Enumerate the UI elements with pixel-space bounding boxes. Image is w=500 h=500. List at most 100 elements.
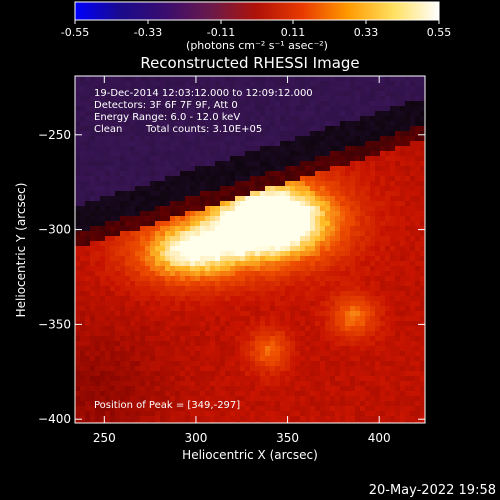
heatmap-cell xyxy=(265,211,271,217)
heatmap-cell xyxy=(385,121,391,127)
heatmap-cell xyxy=(85,311,91,317)
heatmap-cell xyxy=(245,291,251,297)
heatmap-cell xyxy=(165,201,171,207)
heatmap-cell xyxy=(320,291,326,297)
heatmap-cell xyxy=(110,241,116,247)
heatmap-cell xyxy=(85,221,91,227)
heatmap-cell xyxy=(380,236,386,242)
heatmap-cell xyxy=(345,146,351,152)
heatmap-cell xyxy=(280,391,286,397)
heatmap-cell xyxy=(115,211,121,217)
heatmap-cell xyxy=(390,176,396,182)
heatmap-cell xyxy=(150,206,156,212)
heatmap-cell xyxy=(185,346,191,352)
heatmap-cell xyxy=(75,341,81,347)
heatmap-cell xyxy=(75,301,81,307)
heatmap-cell xyxy=(355,106,361,112)
heatmap-cell xyxy=(110,261,116,267)
heatmap-cell xyxy=(220,336,226,342)
heatmap-cell xyxy=(210,141,216,147)
heatmap-cell xyxy=(270,111,276,117)
heatmap-cell xyxy=(225,186,231,192)
heatmap-cell xyxy=(415,351,421,357)
heatmap-cell xyxy=(370,366,376,372)
heatmap-cell xyxy=(260,301,266,307)
heatmap-cell xyxy=(235,221,241,227)
heatmap-cell xyxy=(415,86,421,92)
heatmap-cell xyxy=(145,371,151,377)
heatmap-cell xyxy=(180,231,186,237)
heatmap-cell xyxy=(135,116,141,122)
heatmap-cell xyxy=(295,281,301,287)
heatmap-cell xyxy=(90,326,96,332)
heatmap-cell xyxy=(280,241,286,247)
heatmap-cell xyxy=(155,401,161,407)
heatmap-cell xyxy=(180,336,186,342)
heatmap-cell xyxy=(300,176,306,182)
heatmap-cell xyxy=(75,391,81,397)
heatmap-cell xyxy=(140,156,146,162)
heatmap-cell xyxy=(410,346,416,352)
heatmap-cell xyxy=(365,226,371,232)
heatmap-cell xyxy=(370,211,376,217)
heatmap-cell xyxy=(125,376,131,382)
heatmap-cell xyxy=(335,106,341,112)
heatmap-cell xyxy=(330,221,336,227)
heatmap-cell xyxy=(175,231,181,237)
heatmap-cell xyxy=(420,331,425,337)
heatmap-cell xyxy=(155,271,161,277)
heatmap-cell xyxy=(360,326,366,332)
heatmap-cell xyxy=(400,201,406,207)
heatmap-cell xyxy=(420,261,425,267)
heatmap-cell xyxy=(355,176,361,182)
heatmap-cell xyxy=(320,191,326,197)
heatmap-cell xyxy=(130,86,136,92)
heatmap-cell xyxy=(305,316,311,322)
heatmap-cell xyxy=(270,181,276,187)
heatmap-cell xyxy=(365,331,371,337)
heatmap-cell xyxy=(135,186,141,192)
heatmap-cell xyxy=(170,291,176,297)
heatmap-cell xyxy=(405,221,411,227)
heatmap-cell xyxy=(200,116,206,122)
heatmap-cell xyxy=(95,196,101,202)
heatmap-cell xyxy=(410,416,416,422)
heatmap-cell xyxy=(265,116,271,122)
heatmap-cell xyxy=(325,196,331,202)
heatmap-cell xyxy=(185,91,191,97)
heatmap-cell xyxy=(80,171,86,177)
heatmap-cell xyxy=(195,91,201,97)
heatmap-cell xyxy=(285,101,291,107)
heatmap-cell xyxy=(325,296,331,302)
heatmap-cell xyxy=(130,301,136,307)
heatmap-cell xyxy=(235,366,241,372)
heatmap-cell xyxy=(185,391,191,397)
heatmap-cell xyxy=(140,336,146,342)
heatmap-cell xyxy=(95,151,101,157)
heatmap-cell xyxy=(305,371,311,377)
heatmap-cell xyxy=(270,381,276,387)
heatmap-cell xyxy=(415,341,421,347)
heatmap-cell xyxy=(140,166,146,172)
heatmap-cell xyxy=(85,301,91,307)
heatmap-cell xyxy=(395,216,401,222)
heatmap-cell xyxy=(90,121,96,127)
heatmap-cell xyxy=(415,326,421,332)
heatmap-cell xyxy=(235,176,241,182)
heatmap-cell xyxy=(195,166,201,172)
heatmap-cell xyxy=(215,126,221,132)
heatmap-cell xyxy=(185,401,191,407)
heatmap-cell xyxy=(195,341,201,347)
heatmap-cell xyxy=(85,286,91,292)
heatmap-cell xyxy=(220,81,226,87)
heatmap-cell xyxy=(160,151,166,157)
heatmap-cell xyxy=(115,251,121,257)
heatmap-cell xyxy=(90,241,96,247)
heatmap-cell xyxy=(150,211,156,217)
heatmap-cell xyxy=(395,346,401,352)
heatmap-cell xyxy=(410,111,416,117)
heatmap-cell xyxy=(380,211,386,217)
heatmap-cell xyxy=(85,116,91,122)
heatmap-cell xyxy=(145,321,151,327)
heatmap-cell xyxy=(330,171,336,177)
